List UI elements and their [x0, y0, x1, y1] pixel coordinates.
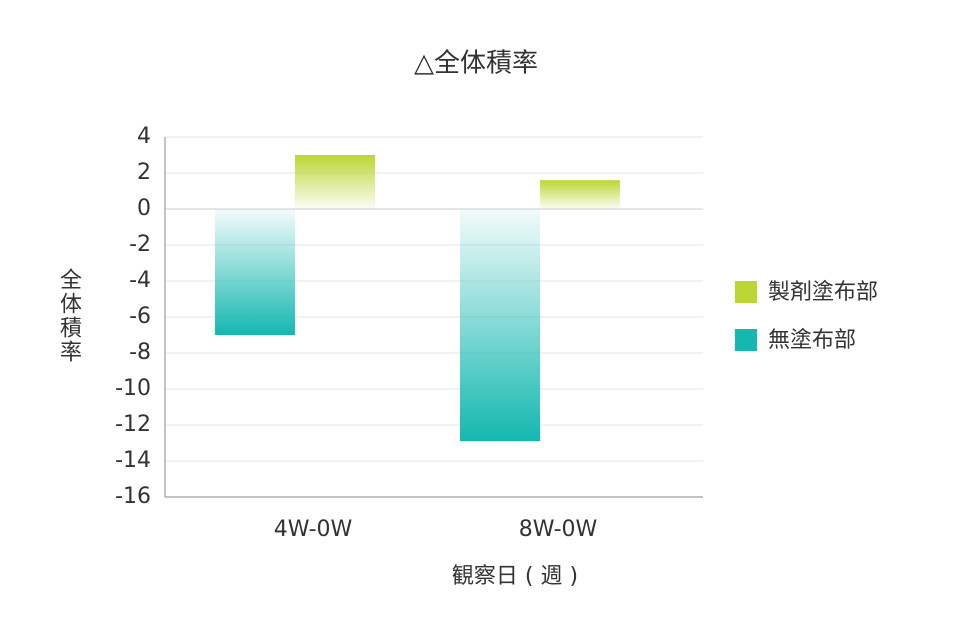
y-tick-label: 4 — [137, 124, 151, 149]
legend-swatch — [735, 281, 757, 303]
x-tick-label: 8W-0W — [519, 517, 598, 542]
y-tick-label: -2 — [129, 232, 151, 257]
x-axis-label: 観察日 ( 週 ) — [452, 564, 578, 589]
legend-label: 製剤塗布部 — [768, 280, 878, 305]
x-tick-label: 4W-0W — [274, 517, 353, 542]
bar — [295, 155, 375, 209]
y-tick-label: -10 — [115, 376, 151, 401]
bar — [540, 180, 620, 209]
y-tick-label: -12 — [115, 412, 151, 437]
legend-label: 無塗布部 — [768, 328, 856, 353]
y-tick-label: -14 — [115, 448, 151, 473]
y-tick-label: -16 — [115, 484, 151, 509]
y-tick-label: -8 — [129, 340, 151, 365]
y-axis-label: 全体積率 — [56, 268, 82, 364]
legend-swatch — [735, 329, 757, 351]
bar — [460, 209, 540, 442]
y-tick-label: -6 — [129, 304, 151, 329]
y-tick-label: 2 — [137, 160, 151, 185]
bar — [215, 209, 295, 335]
chart-title: △全体積率 — [414, 49, 538, 79]
y-tick-label: 0 — [137, 196, 151, 221]
y-tick-label: -4 — [129, 268, 151, 293]
